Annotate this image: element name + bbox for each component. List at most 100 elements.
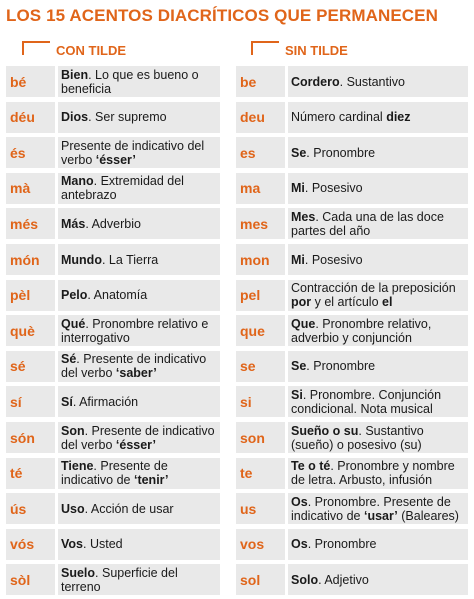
con-tilde-label: CON TILDE [56,43,127,58]
table-row: més Más. Adverbio [6,208,220,240]
definition: Sueño o su. Sustantivo (sueño) o posesiv… [291,422,465,453]
column-divider [55,422,58,453]
definition-text: . Cada una de las doce partes del año [291,209,444,238]
table-row: be Cordero. Sustantivo [236,66,468,97]
definition: Os. Pronombre. Presente de indicativo de… [291,493,465,524]
definition-bold: Suelo [61,565,96,580]
definition-text: . Pronombre. Presente de indicativo de [291,494,451,523]
definition-bold: Os [291,537,308,552]
definition-text: . Usted [83,537,123,552]
definition: Solo. Adjetivo [291,564,465,595]
diacritic-word: déu [10,109,35,126]
table-row: vós Vos. Usted [6,528,220,560]
column-divider [55,457,58,489]
definition: Vos. Usted [61,529,217,560]
definition-text: Contracción de la preposición [291,281,456,296]
definition: Pelo. Anatomía [61,280,217,311]
page-title: LOS 15 ACENTOS DIACRÍTICOS QUE PERMANECE… [6,6,438,25]
diacritic-word: ma [240,180,261,197]
column-divider [285,564,288,596]
diacritic-word: be [240,73,257,90]
column-divider [285,279,288,311]
table-row: pel Contracción de la preposición por y e… [236,279,468,311]
definition: Dios. Ser supremo [61,102,217,133]
definition-text: . Afirmación [72,394,139,409]
definition: Más. Adverbio [61,208,217,239]
table-row: son Sueño o su. Sustantivo (sueño) o pose… [236,422,468,453]
diacritic-word: te [240,465,253,482]
diacritic-word: són [10,429,35,446]
table-row: sòl Suelo. Superficie del terreno [6,564,220,596]
table-row: mà Mano. Extremidad del antebrazo [6,172,220,204]
definition-bold: Que [291,316,316,331]
column-divider [55,564,58,596]
column-divider [55,244,58,275]
column-divider [285,386,288,418]
definition-bold: Os [291,494,308,509]
definition: Contracción de la preposición por y el a… [291,280,465,311]
column-divider [285,315,288,347]
column-divider [55,101,58,133]
column-divider [55,137,58,169]
table-row: bé Bien. Lo que es bueno o beneficia [6,66,220,97]
definition-text: . Pronombre relativo e interrogativo [61,316,209,345]
definition-bold: ‘saber’ [115,366,157,381]
definition-text: . Posesivo [304,252,363,267]
table-row: te Te o té. Pronombre y nombre de letra. … [236,457,468,489]
definition: Qué. Pronombre relativo e interrogativo [61,315,217,346]
column-divider [285,350,288,382]
definition-bold: Sé [61,352,77,367]
diacritic-word: es [240,144,256,161]
column-divider [285,101,288,133]
diacritic-word: si [240,393,252,410]
definition-bold: Dios [61,110,89,125]
diacritic-word: us [240,500,257,517]
diacritic-word: son [240,429,265,446]
definition-bold: por [291,295,312,310]
definition-text: . Lo que es bueno o beneficia [61,67,199,96]
definition-bold: Te o té [291,459,331,474]
table-row: sé Sé. Presente de indicativo del verbo ‘… [6,350,220,382]
diacritic-word: pel [240,287,261,304]
table-row: ús Uso. Acción de usar [6,493,220,525]
definition-text: . Adverbio [85,216,141,231]
table-row: mes Mes. Cada una de las doce partes del … [236,208,468,240]
definition: Cordero. Sustantivo [291,66,465,97]
definition-text: y el artículo [311,295,383,310]
column-divider [55,350,58,382]
definition-bold: Uso [61,501,85,516]
table-row: pèl Pelo. Anatomía [6,279,220,311]
definition-bold: diez [386,110,411,125]
definition-bold: Sueño o su [291,423,359,438]
table-row: sol Solo. Adjetivo [236,564,468,596]
diacritic-word: té [10,465,23,482]
header-bracket [22,41,50,55]
table-row: vos Os. Pronombre [236,528,468,560]
table-row: sí Sí. Afirmación [6,386,220,418]
diacritic-word: ús [10,500,27,517]
definition-bold: ‘usar’ [363,508,398,523]
column-divider [55,528,58,560]
table-row: déu Dios. Ser supremo [6,101,220,133]
definition-text: . Pronombre relativo, adverbio y conjunc… [291,316,432,345]
definition-bold: ‘ésser’ [95,152,136,167]
diacritic-word: mà [10,180,31,197]
diacritic-word: és [10,144,26,161]
definition: Son. Presente de indicativo del verbo ‘é… [61,422,217,453]
definition-text: . Sustantivo (sueño) o posesivo (su) [291,423,424,452]
definition: Mi. Posesivo [291,173,465,204]
definition: Tiene. Presente de indicativo de ‘tenir’ [61,458,217,489]
definition: Mundo. La Tierra [61,244,217,275]
column-divider [285,172,288,204]
definition-bold: Mi [291,181,305,196]
definition: Que. Pronombre relativo, adverbio y conj… [291,315,465,346]
definition-bold: Si [291,387,303,402]
definition-bold: Tiene [61,459,94,474]
definition-text: . Pronombre. Conjunción condicional. Not… [291,387,442,416]
table-row: món Mundo. La Tierra [6,244,220,275]
column-divider [55,172,58,204]
definition-text: . Pronombre y nombre de letra. Arbusto, … [291,459,455,488]
definition: Bien. Lo que es bueno o beneficia [61,66,217,97]
table-row: se Se. Pronombre [236,350,468,382]
definition-text: . Sustantivo [339,74,405,89]
